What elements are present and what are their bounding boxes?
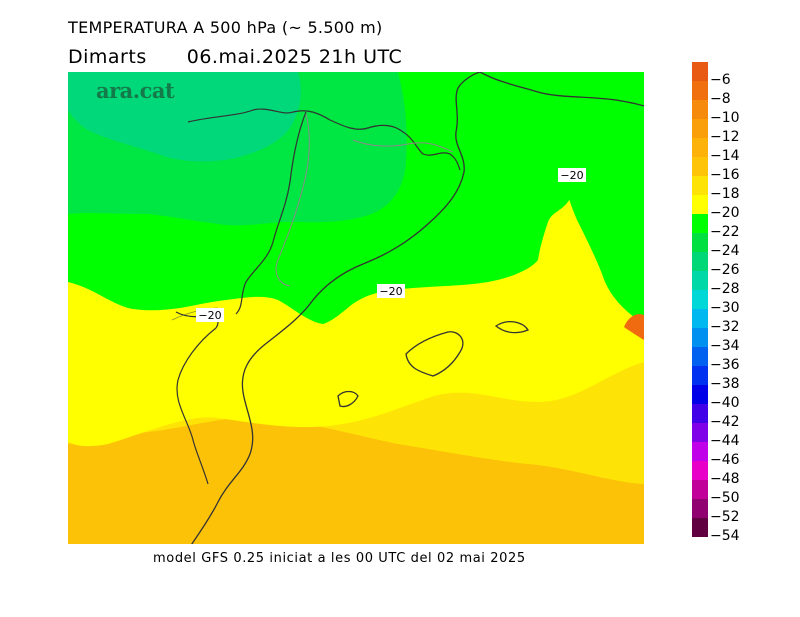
legend-swatch xyxy=(692,423,708,442)
contour-label-1: −20 xyxy=(558,168,586,182)
legend-label: −52 xyxy=(710,509,740,525)
borders xyxy=(175,108,461,485)
legend-swatch xyxy=(692,138,708,157)
legend-swatch xyxy=(692,442,708,461)
legend-swatch xyxy=(692,195,708,214)
legend-label: −10 xyxy=(710,110,740,126)
contour-label-3: −20 xyxy=(196,308,224,322)
legend-bar xyxy=(692,62,708,537)
legend-swatch xyxy=(692,309,708,328)
legend-swatch xyxy=(692,328,708,347)
legend-label: −8 xyxy=(710,91,731,107)
legend-swatch xyxy=(692,176,708,195)
contour-label-text: −20 xyxy=(560,169,583,182)
legend-label: −34 xyxy=(710,338,740,354)
legend-label: −28 xyxy=(710,281,740,297)
forecast-date: 06.mai.2025 21h UTC xyxy=(186,46,403,68)
legend-label: −24 xyxy=(710,243,740,259)
legend-label: −48 xyxy=(710,471,740,487)
field-orange-red xyxy=(624,314,644,340)
legend-swatch xyxy=(692,480,708,499)
legend-label: −18 xyxy=(710,186,740,202)
legend-swatch xyxy=(692,214,708,233)
legend-swatch xyxy=(692,62,708,81)
legend-label: −42 xyxy=(710,414,740,430)
legend-swatch xyxy=(692,157,708,176)
model-footer: model GFS 0.25 iniciat a les 00 UTC del … xyxy=(153,551,526,566)
legend-label: −36 xyxy=(710,357,740,373)
islands xyxy=(337,320,529,408)
legend-label: −40 xyxy=(710,395,740,411)
legend-swatch xyxy=(692,499,708,518)
legend-swatch xyxy=(692,404,708,423)
ara-cat-logo: ara.cat xyxy=(96,78,175,103)
legend-label: −46 xyxy=(710,452,740,468)
legend-swatch xyxy=(692,233,708,252)
legend-label: −54 xyxy=(710,528,740,544)
legend-swatch xyxy=(692,119,708,138)
legend-swatch xyxy=(692,518,708,537)
legend-swatch xyxy=(692,81,708,100)
legend-label: −12 xyxy=(710,129,740,145)
legend-label: −32 xyxy=(710,319,740,335)
regional-borders xyxy=(275,113,454,287)
map-title: TEMPERATURA A 500 hPa (~ 5.500 m) xyxy=(68,18,383,37)
legend-label: −50 xyxy=(710,490,740,506)
legend-swatch xyxy=(692,347,708,366)
legend-swatch xyxy=(692,100,708,119)
legend-label: −30 xyxy=(710,300,740,316)
legend-swatch xyxy=(692,252,708,271)
legend-label: −16 xyxy=(710,167,740,183)
legend-swatch xyxy=(692,385,708,404)
temperature-map: −20 −20 −20 xyxy=(68,72,644,544)
field-teal xyxy=(68,72,301,162)
legend-label: −14 xyxy=(710,148,740,164)
contour-label-text: −20 xyxy=(198,309,221,322)
contour-label-2: −20 xyxy=(377,284,405,298)
legend-swatch xyxy=(692,271,708,290)
legend-label: −38 xyxy=(710,376,740,392)
legend-swatch xyxy=(692,290,708,309)
forecast-datetime: Dimarts 06.mai.2025 21h UTC xyxy=(68,46,442,68)
legend-swatch xyxy=(692,461,708,480)
legend-label: −44 xyxy=(710,433,740,449)
forecast-day: Dimarts xyxy=(68,46,147,68)
legend-label: −6 xyxy=(710,72,731,88)
legend-label: −22 xyxy=(710,224,740,240)
legend-label: −26 xyxy=(710,262,740,278)
coastlines xyxy=(191,72,644,544)
contour-label-text: −20 xyxy=(379,285,402,298)
legend-label: −20 xyxy=(710,205,740,221)
legend-swatch xyxy=(692,366,708,385)
